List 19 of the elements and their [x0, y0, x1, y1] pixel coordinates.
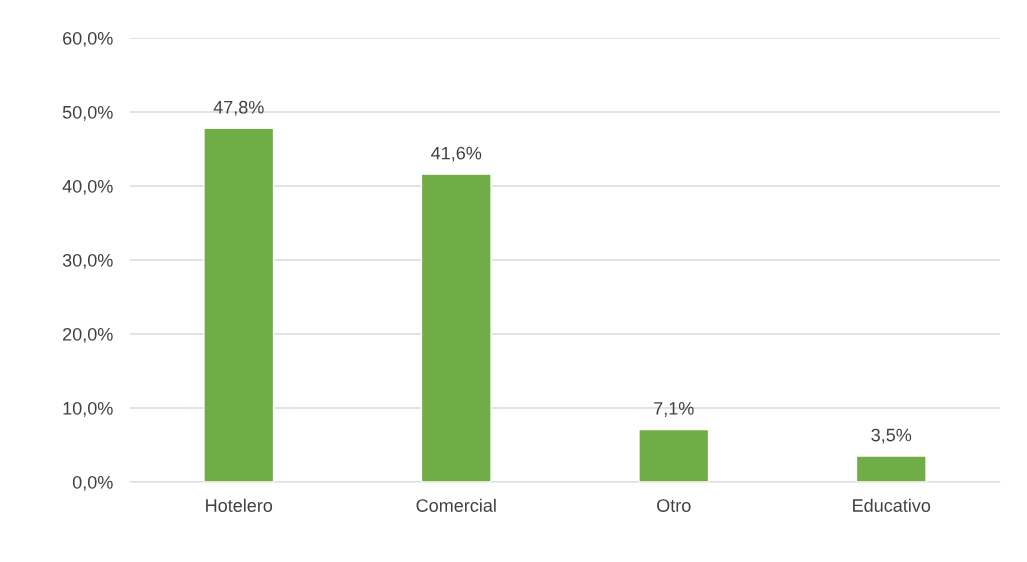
bar: [420, 173, 492, 482]
x-tick-label: Hotelero: [206, 498, 273, 512]
y-tick-label: 0,0%: [72, 475, 113, 491]
bar: [638, 428, 710, 482]
y-tick-label: 60,0%: [63, 31, 113, 47]
data-label: 47,8%: [213, 100, 264, 116]
data-label: 41,6%: [431, 146, 482, 162]
bar: [203, 127, 275, 482]
x-tick-label: Educativo: [853, 498, 931, 512]
x-tick-label: Comercial: [416, 498, 496, 512]
y-tick-label: 30,0%: [62, 253, 113, 269]
x-tick-label: Otro: [657, 499, 691, 512]
data-label: 7,1%: [654, 402, 694, 417]
y-tick-label: 40,0%: [62, 179, 113, 195]
data-label: 3,5%: [871, 428, 912, 444]
y-tick-label: 10,0%: [63, 401, 113, 417]
y-tick-label: 20,0%: [63, 327, 113, 343]
bar: [855, 455, 927, 482]
y-tick-label: 50,0%: [62, 105, 113, 121]
